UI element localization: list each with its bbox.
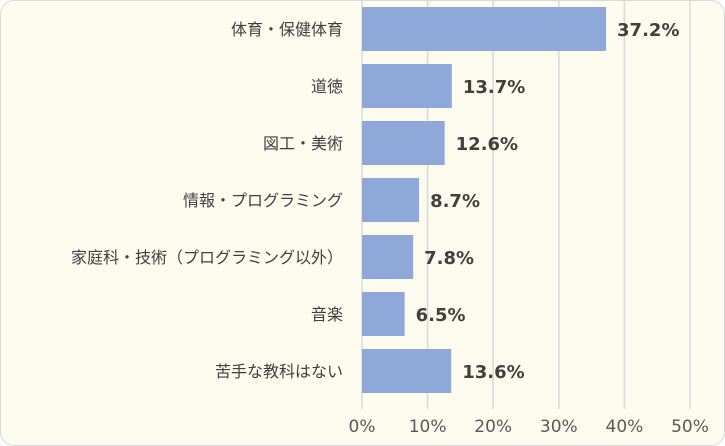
x-tick-label: 0% <box>349 417 376 437</box>
bar <box>362 292 405 336</box>
category-label: 音楽 <box>311 305 343 324</box>
bar <box>362 7 607 51</box>
data-label: 37.2% <box>617 20 679 41</box>
data-label: 6.5% <box>416 305 466 326</box>
bar <box>362 235 414 279</box>
data-label: 13.6% <box>462 362 524 383</box>
data-label: 12.6% <box>456 134 518 155</box>
category-label: 図工・美術 <box>263 134 343 153</box>
x-tick-label: 20% <box>474 417 512 437</box>
category-label: 情報・プログラミング <box>183 191 343 210</box>
x-tick-label: 50% <box>671 417 709 437</box>
category-label: 家庭科・技術（プログラミング以外） <box>71 248 343 267</box>
x-tick-label: 30% <box>540 417 578 437</box>
bar <box>362 64 452 108</box>
data-label: 8.7% <box>430 191 480 212</box>
x-tick-label: 10% <box>409 417 447 437</box>
x-tick-label: 40% <box>606 417 644 437</box>
bar <box>362 349 452 393</box>
bar <box>362 178 420 222</box>
category-label: 体育・保健体育 <box>231 20 343 39</box>
data-label: 7.8% <box>424 248 474 269</box>
data-label: 13.7% <box>463 77 525 98</box>
bar <box>362 121 445 165</box>
category-label: 道徳 <box>311 77 343 96</box>
category-label: 苦手な教科はない <box>215 362 343 381</box>
